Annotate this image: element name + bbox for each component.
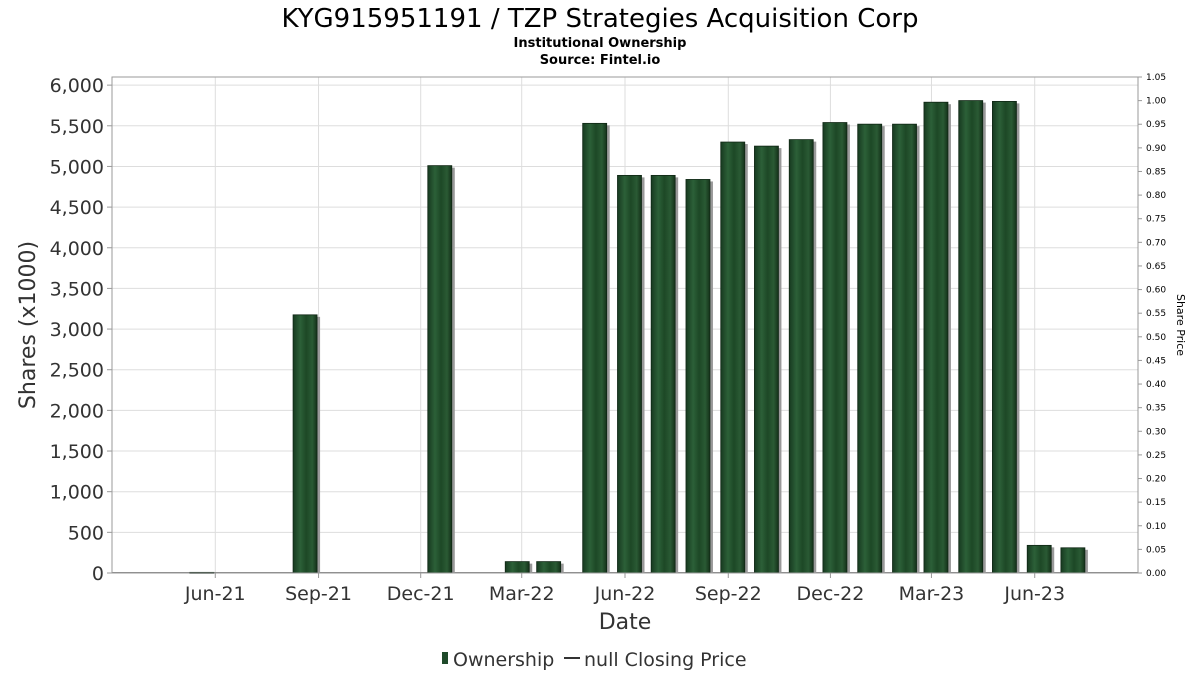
ownership-bar: [504, 561, 530, 574]
x-axis-label: Date: [599, 610, 652, 635]
y-tick-label: 5,500: [50, 116, 104, 138]
x-tick-label: Dec-22: [797, 583, 865, 605]
ownership-bar: [857, 123, 883, 574]
legend-price-label: null Closing Price: [584, 649, 747, 671]
ownership-bar: [992, 100, 1017, 574]
ownership-bar: [292, 314, 318, 574]
y-tick-label: 3,500: [50, 278, 104, 300]
ownership-bar: [427, 165, 453, 574]
y2-tick-label: 0.95: [1146, 120, 1166, 130]
y2-tick-label: 0.80: [1146, 191, 1166, 201]
ownership-bar: [822, 122, 848, 574]
x-tick-label: Sep-22: [695, 583, 762, 605]
y2-tick-label: 0.70: [1146, 238, 1166, 248]
ownership-bar: [788, 139, 814, 574]
y-tick-label: 500: [68, 522, 104, 544]
y-tick-label: 6,000: [50, 75, 104, 97]
ownership-bar: [892, 123, 917, 574]
y2-axis-ticks: 0.00 0.05 0.10 0.15 0.20 0.25 0.30 0.35 0.40 0.45…: [1138, 73, 1166, 579]
y2-tick-label: 0.00: [1146, 569, 1166, 579]
x-tick-label: Jun-22: [594, 583, 656, 605]
ownership-bar: [923, 101, 949, 574]
ownership-bar: [536, 561, 562, 574]
y-axis-label: Shares (x1000): [16, 241, 41, 409]
y2-tick-label: 0.05: [1146, 545, 1166, 555]
bars: [189, 100, 1088, 574]
y-axis-ticks: 0 500 1,000 1,500 2,000 2,500 3,000 3,500 4,000 4…: [50, 75, 112, 585]
y2-tick-label: 0.10: [1146, 522, 1166, 532]
y2-tick-label: 0.15: [1146, 498, 1166, 508]
y2-tick-label: 1.00: [1146, 97, 1166, 107]
legend-ownership-swatch: [442, 652, 448, 664]
x-tick-label: Jun-23: [1003, 583, 1065, 605]
y2-tick-label: 0.90: [1146, 144, 1166, 154]
ownership-bar: [720, 141, 746, 574]
y2-tick-label: 0.20: [1146, 475, 1166, 485]
ownership-bar: [582, 122, 608, 574]
ownership-bar: [617, 174, 642, 574]
y-tick-label: 4,000: [50, 238, 104, 260]
y2-tick-label: 0.45: [1146, 356, 1166, 366]
x-tick-label: Jun-21: [184, 583, 246, 605]
y-tick-label: 2,500: [50, 360, 104, 382]
y2-tick-label: 0.85: [1146, 167, 1166, 177]
y2-tick-label: 0.40: [1146, 380, 1166, 390]
x-tick-label: Dec-21: [387, 583, 455, 605]
y2-tick-label: 0.35: [1146, 404, 1166, 414]
ownership-bar: [685, 179, 711, 574]
y2-tick-label: 0.75: [1146, 215, 1166, 225]
ownership-bar: [754, 145, 779, 574]
y2-axis-label: Share Price: [1174, 294, 1187, 356]
y-tick-label: 1,500: [50, 441, 104, 463]
chart-subtitle: Institutional Ownership: [514, 36, 687, 51]
y2-tick-label: 0.50: [1146, 333, 1166, 343]
y2-tick-label: 0.60: [1146, 286, 1166, 296]
y-tick-label: 2,000: [50, 400, 104, 422]
x-tick-label: Mar-22: [489, 583, 555, 605]
y2-tick-label: 0.25: [1146, 451, 1166, 461]
x-axis-ticks: Jun-21 Sep-21 Dec-21 Mar-22 Jun-22 Sep-22 Dec-…: [184, 573, 1065, 605]
y-tick-label: 0: [92, 563, 104, 585]
legend-ownership-label: Ownership: [453, 649, 554, 671]
ownership-bar: [1060, 547, 1086, 574]
y2-tick-label: 0.30: [1146, 427, 1166, 437]
chart-title: KYG915951191 / TZP Strategies Acquisitio…: [282, 4, 919, 34]
y-tick-label: 5,000: [50, 156, 104, 178]
y2-tick-label: 0.55: [1146, 309, 1166, 319]
x-tick-label: Sep-21: [285, 583, 352, 605]
ownership-bar: [958, 100, 984, 574]
ownership-bar: [650, 174, 676, 574]
ownership-bar: [1026, 544, 1052, 574]
y2-tick-label: 1.05: [1146, 73, 1166, 83]
y-tick-label: 4,500: [50, 197, 104, 219]
legend: Ownership null Closing Price: [442, 649, 747, 671]
chart-source: Source: Fintel.io: [540, 53, 661, 68]
y2-tick-label: 0.65: [1146, 262, 1166, 272]
y-tick-label: 3,000: [50, 319, 104, 341]
x-tick-label: Mar-23: [899, 583, 965, 605]
y-tick-label: 1,000: [50, 482, 104, 504]
